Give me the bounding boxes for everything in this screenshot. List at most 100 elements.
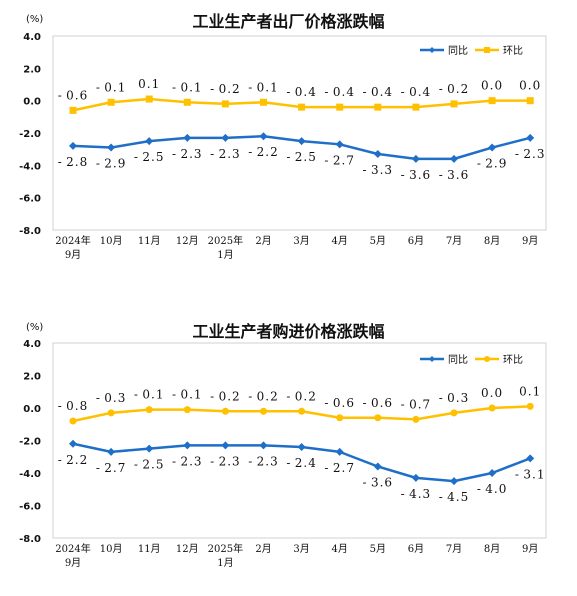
data-label: - 2.2 — [58, 453, 89, 467]
data-label: - 0.4 — [324, 85, 355, 99]
data-point-marker — [145, 95, 153, 103]
legend-swatch-marker — [484, 47, 490, 53]
y-tick-label: -6.0 — [19, 194, 41, 205]
legend-label: 同比 — [448, 45, 468, 57]
y-tick-label: 2.0 — [23, 372, 41, 383]
chart-producer-purchase-prices: 工业生产者购进价格涨跌幅 (%) 4.0 2.0 0.0 -2.0 -4.0 -6.0 -8… — [0, 300, 577, 596]
data-point-marker — [335, 140, 344, 149]
data-label: - 0.4 — [286, 85, 317, 99]
data-point-marker — [526, 97, 534, 105]
data-point-marker — [374, 414, 382, 422]
y-axis-unit: (%) — [26, 322, 44, 333]
data-label: - 2.5 — [134, 458, 165, 472]
data-point-marker — [412, 415, 420, 423]
x-tick-label: 2024年 9月 — [55, 542, 90, 569]
data-point-marker — [526, 133, 535, 142]
chart-svg: 4.0 2.0 0.0 -2.0 -4.0 -6.0 -8.0 2024年 9月 10月 11月 12… — [19, 32, 547, 261]
data-label: - 3.1 — [515, 467, 546, 481]
x-tick-label: 12月 — [176, 235, 199, 247]
data-point-marker — [183, 406, 191, 414]
chart-title: 工业生产者购进价格涨跌幅 — [192, 322, 385, 341]
data-label: - 0.2 — [248, 389, 279, 403]
y-tick-label: -6.0 — [19, 502, 41, 513]
data-point-marker — [336, 414, 344, 422]
data-point-marker — [297, 137, 306, 146]
legend-swatch-marker — [429, 47, 435, 53]
data-label: - 2.7 — [324, 153, 355, 167]
data-point-marker — [69, 417, 77, 425]
chart-producer-selling-prices: 工业生产者出厂价格涨跌幅 (%) 4.0 2.0 0.0 -2.0 -4.0 -6.0 -8… — [0, 0, 577, 290]
data-label: - 0.1 — [172, 80, 203, 94]
data-label: - 2.5 — [134, 150, 165, 164]
data-label: - 2.3 — [210, 147, 241, 161]
data-point-marker — [450, 477, 458, 486]
data-label: - 4.5 — [439, 490, 470, 504]
plot-area-border — [52, 35, 547, 231]
x-tick-label: 6月 — [408, 235, 424, 247]
data-point-marker — [412, 103, 420, 111]
data-label: - 0.4 — [401, 85, 432, 99]
data-point-marker — [374, 103, 382, 111]
data-label: - 2.2 — [248, 145, 279, 159]
data-point-marker — [183, 98, 191, 106]
y-tick-label: -2.0 — [19, 129, 41, 140]
data-point-marker — [221, 407, 229, 415]
data-point-marker — [488, 143, 497, 152]
data-label: - 3.3 — [363, 163, 394, 177]
legend-swatch-marker — [429, 356, 435, 362]
data-label: - 0.4 — [363, 85, 394, 99]
data-point-marker — [297, 443, 306, 451]
data-point-marker — [145, 406, 153, 414]
data-point-marker — [69, 141, 77, 150]
y-tick-label: -2.0 — [19, 437, 41, 448]
data-point-marker — [526, 402, 534, 410]
data-label: - 2.3 — [172, 147, 203, 161]
y-tick-label: -4.0 — [19, 161, 41, 172]
y-tick-label: 0.0 — [23, 97, 41, 108]
data-point-marker — [145, 137, 154, 146]
legend-label: 环比 — [503, 354, 523, 366]
data-point-marker — [259, 132, 268, 141]
data-label: - 2.3 — [172, 454, 203, 468]
x-tick-label: 3月 — [293, 543, 309, 555]
data-label: - 4.3 — [401, 487, 432, 501]
data-point-marker — [221, 441, 230, 450]
data-label: - 0.2 — [210, 82, 241, 96]
x-tick-label: 8月 — [484, 543, 500, 555]
y-tick-label: 4.0 — [23, 339, 41, 350]
legend-label: 同比 — [448, 354, 468, 366]
data-label: - 0.6 — [363, 396, 394, 410]
data-point-marker — [260, 407, 267, 415]
data-point-marker — [145, 444, 154, 453]
legend-label: 环比 — [503, 45, 523, 57]
data-label: - 0.8 — [58, 399, 89, 413]
x-tick-label: 2024年 9月 — [55, 234, 90, 261]
data-point-marker — [221, 100, 229, 108]
data-point-marker — [373, 150, 382, 159]
data-label: - 0.1 — [248, 80, 279, 94]
x-tick-label: 4月 — [332, 543, 348, 555]
data-point-marker — [107, 447, 116, 456]
data-label: - 4.0 — [477, 482, 508, 496]
data-label: - 0.2 — [286, 389, 317, 403]
data-label: - 2.4 — [286, 456, 317, 470]
data-label: - 0.7 — [401, 397, 432, 411]
data-label: - 0.1 — [96, 80, 127, 94]
data-point-marker — [298, 103, 306, 111]
data-label: - 0.1 — [134, 388, 165, 402]
x-tick-label: 5月 — [370, 235, 386, 247]
x-tick-label: 12月 — [176, 543, 199, 555]
x-tick-label: 7月 — [446, 543, 462, 555]
data-label: - 2.9 — [477, 157, 508, 171]
data-point-marker — [298, 407, 306, 415]
data-label: - 2.7 — [96, 461, 127, 475]
chart-title: 工业生产者出厂价格涨跌幅 — [192, 12, 385, 31]
y-tick-label: 4.0 — [23, 32, 41, 43]
data-point-marker — [69, 439, 77, 448]
x-tick-label: 11月 — [138, 543, 161, 555]
legend-swatch-marker — [484, 356, 490, 362]
y-tick-label: -8.0 — [19, 534, 41, 545]
data-point-marker — [107, 98, 115, 106]
data-point-marker — [373, 462, 382, 471]
data-label: - 3.6 — [363, 476, 394, 490]
